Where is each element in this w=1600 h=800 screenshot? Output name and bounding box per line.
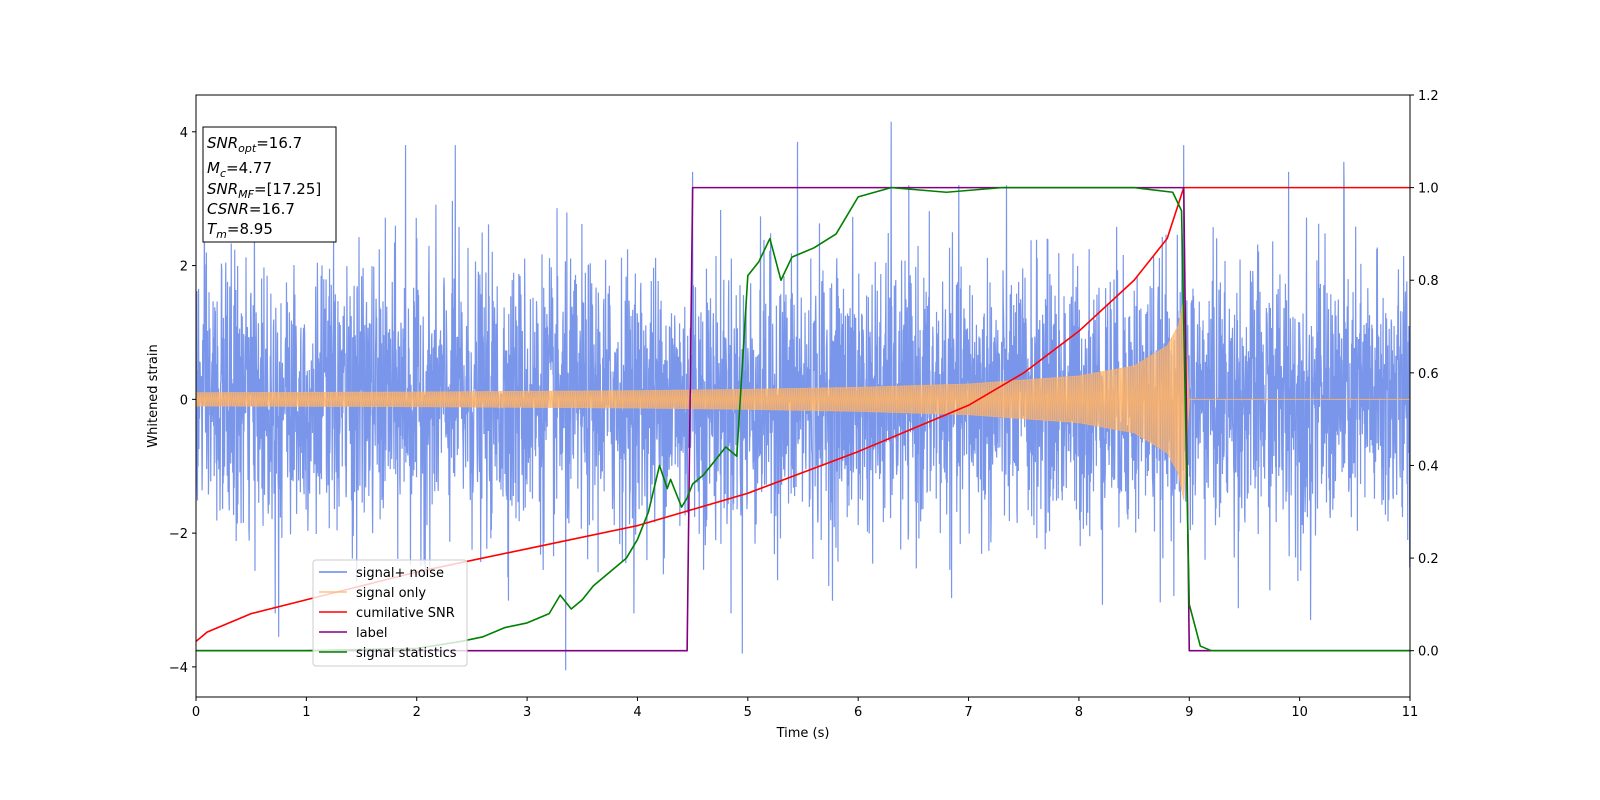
y-left-tick-label: −4 [169, 661, 188, 676]
y-right-tick-label: 0.0 [1418, 645, 1439, 660]
axis-ticks: 0 1 2 3 4 5 6 7 8 9 10 11 −4 −2 0 2 4 0.0 0.2 0.4 0.6 0.8 1.0 1… [169, 89, 1439, 720]
x-tick-label: 2 [413, 705, 421, 720]
y-left-tick-label: −2 [169, 527, 188, 542]
x-tick-label: 10 [1291, 705, 1308, 720]
x-tick-label: 4 [633, 705, 641, 720]
info-box-line: SNRopt=16.7 [207, 134, 302, 155]
series-signal-only-line [196, 304, 1410, 500]
x-tick-label: 0 [192, 705, 200, 720]
x-tick-label: 6 [854, 705, 862, 720]
x-tick-label: 11 [1402, 705, 1419, 720]
legend-entry: cumilative SNR [356, 606, 455, 621]
y-right-tick-label: 1.0 [1418, 182, 1439, 197]
y-right-tick-label: 0.2 [1418, 552, 1439, 567]
info-box-frame [202, 126, 337, 243]
legend-entry: signal statistics [356, 646, 457, 661]
y-right-tick-label: 0.8 [1418, 274, 1439, 289]
legend-entry: signal+ noise [356, 566, 444, 581]
x-tick-label: 8 [1075, 705, 1083, 720]
info-box: SNRopt=16.7 Mc=4.77SNRMF=[17.25]CSNR=16.7… [202, 126, 337, 243]
legend: signal+ noise signal only cumilative SNR la… [312, 559, 468, 667]
series-signal-noise-line [196, 121, 1410, 671]
plot-area [196, 121, 1410, 671]
y-right-tick-label: 0.6 [1418, 367, 1439, 382]
info-box-line: CSNR=16.7 [207, 200, 295, 218]
info-box-line: SNRMF=[17.25] [207, 180, 321, 201]
y-axis-label: Whitened strain [146, 344, 161, 447]
y-left-tick-label: 4 [180, 126, 188, 141]
x-tick-label: 7 [964, 705, 972, 720]
x-tick-label: 1 [302, 705, 310, 720]
x-tick-label: 3 [523, 705, 531, 720]
y-right-tick-label: 1.2 [1418, 89, 1439, 104]
series-cumilative-snr-line [196, 186, 1410, 643]
y-right-tick-label: 0.4 [1418, 459, 1439, 474]
y-left-tick-label: 0 [180, 393, 188, 408]
x-axis-label: Time (s) [776, 726, 830, 741]
legend-entry: signal only [356, 586, 426, 601]
legend-entry: label [356, 626, 387, 641]
series-signal-statistics-line [196, 186, 1410, 652]
y-left-tick-label: 2 [180, 260, 188, 275]
info-box-line: Tm=8.95 [207, 220, 273, 241]
legend-frame [312, 559, 468, 667]
x-tick-label: 5 [744, 705, 752, 720]
info-box-line: Mc=4.77 [207, 159, 272, 180]
axes-frame [195, 94, 1411, 698]
x-tick-label: 9 [1185, 705, 1193, 720]
